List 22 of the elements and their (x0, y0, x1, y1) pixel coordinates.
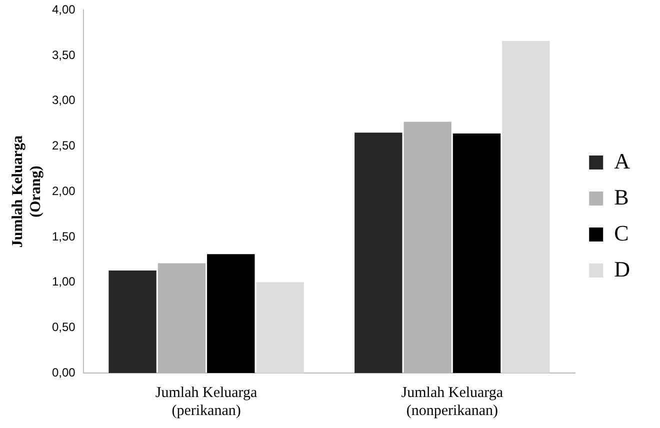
bar (207, 254, 255, 373)
y-tick-label: 3,00 (52, 93, 76, 108)
x-tick-label: Jumlah Keluarga (perikanan) (155, 384, 258, 419)
y-tick-label: 2,50 (52, 138, 76, 153)
y-tick-label: 2,00 (52, 184, 76, 198)
x-tick-label: Jumlah Keluarga (nonperikanan) (401, 384, 504, 419)
bar (256, 282, 304, 373)
bar (452, 134, 501, 373)
y-tick-label: 1,00 (52, 274, 76, 289)
y-axis-title: Jumlah Keluarga (Orang) (10, 135, 44, 248)
legend-label: A (614, 148, 630, 174)
y-tick-label: 0,00 (52, 365, 76, 380)
bar (108, 270, 156, 373)
y-tick-label: 0,50 (52, 320, 76, 334)
legend-label: D (614, 256, 630, 282)
y-tick-label: 4,00 (52, 2, 76, 17)
legend-label: C (614, 220, 629, 246)
bar (502, 41, 550, 373)
y-tick-label: 3,50 (52, 48, 76, 62)
y-tick-label: 1,50 (52, 229, 76, 244)
bar (354, 132, 402, 373)
legend-label: B (614, 184, 629, 210)
